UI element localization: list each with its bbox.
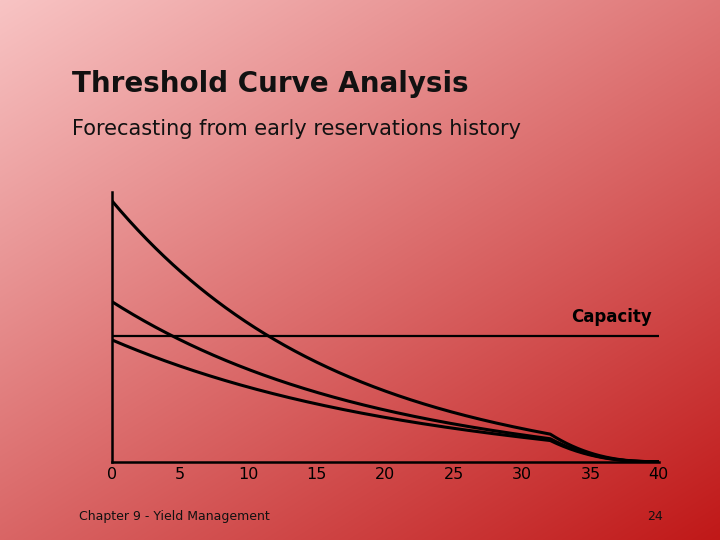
Text: Capacity: Capacity [571,308,652,326]
Text: Threshold Curve Analysis: Threshold Curve Analysis [72,70,469,98]
Text: Chapter 9 - Yield Management: Chapter 9 - Yield Management [79,510,270,523]
Text: 24: 24 [647,510,662,523]
Text: Forecasting from early reservations history: Forecasting from early reservations hist… [72,119,521,139]
